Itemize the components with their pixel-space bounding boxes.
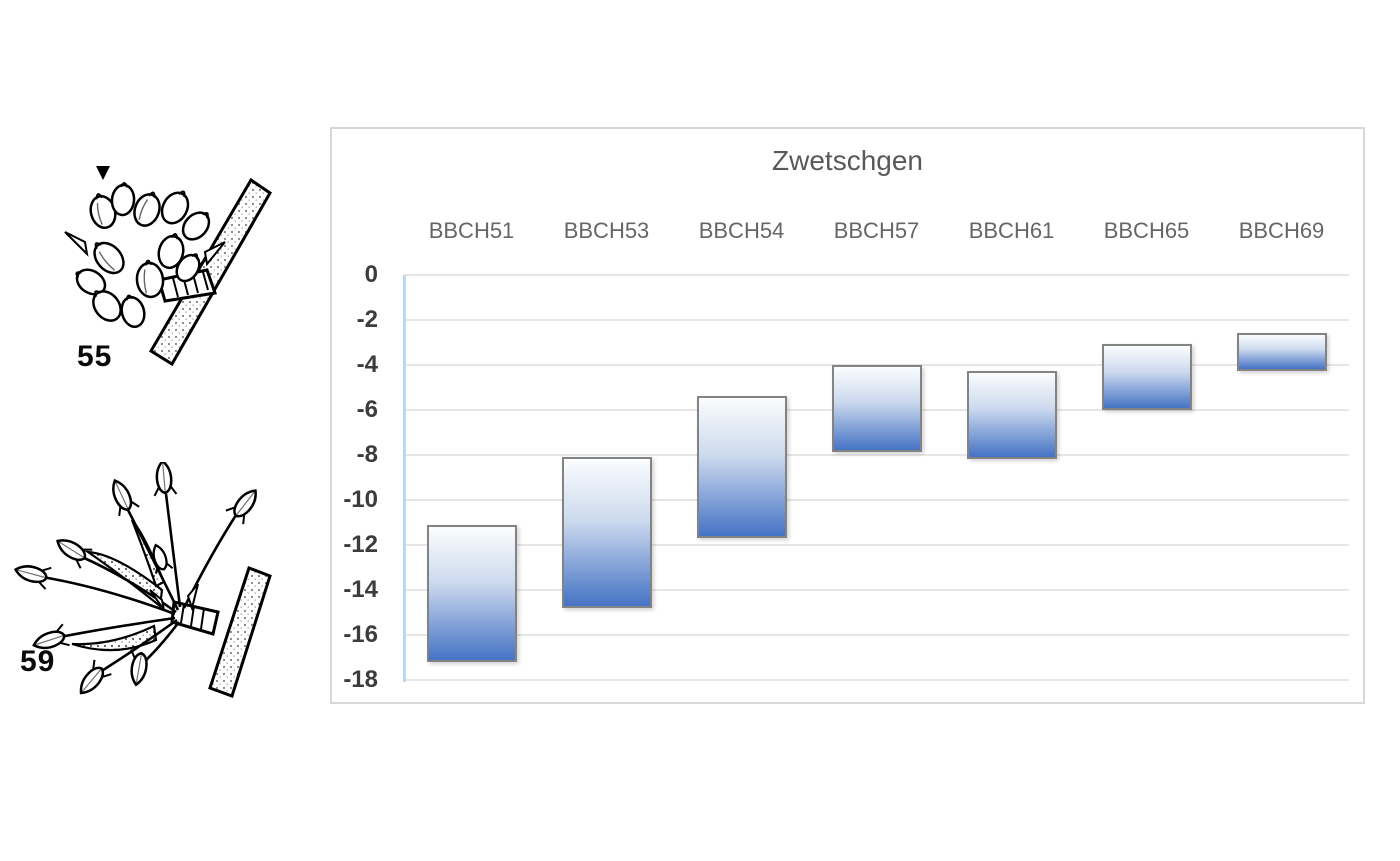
stage-marker-triangle-icon <box>96 166 110 180</box>
bar-BBCH61 <box>966 371 1057 460</box>
y-axis-tick-label: -10 <box>343 485 378 513</box>
gridline--16 <box>404 633 1349 636</box>
category-label-BBCH53: BBCH53 <box>563 218 650 243</box>
gridline--12 <box>404 543 1349 546</box>
bbch-stage-59-illustration: 59 <box>12 459 308 710</box>
bud-cluster-graphic <box>13 459 257 695</box>
gridline--2 <box>404 318 1349 321</box>
bud-cluster-59-drawing <box>13 459 272 698</box>
y-axis-tick-label: 0 <box>364 260 378 288</box>
bar-BBCH51 <box>426 524 517 662</box>
zwetschgen-chart: Zwetschgen 0 -2 -4 -6 -8 -10 -12 -14 -16 -18 BBCH5… <box>330 127 1365 704</box>
y-axis-tick-label: -2 <box>356 305 378 333</box>
y-axis-tick-label: -14 <box>343 575 378 603</box>
category-label-BBCH51: BBCH51 <box>428 218 515 243</box>
gridline-0 <box>404 273 1349 276</box>
bud-stalk-graphic <box>170 600 220 636</box>
bar-BBCH53 <box>561 456 652 608</box>
gridline--18 <box>404 679 1349 681</box>
y-axis-tick-label: -12 <box>343 530 378 558</box>
bud-cluster-55-drawing <box>64 166 272 367</box>
y-axis-tick-label: -4 <box>356 350 378 378</box>
bar-BBCH69 <box>1236 333 1327 372</box>
category-label-BBCH69: BBCH69 <box>1238 218 1325 243</box>
bbch-stage-55-illustration: 55 <box>55 160 277 378</box>
bud-cluster-graphic <box>64 182 226 329</box>
gridline--10 <box>404 498 1349 501</box>
branch-graphic <box>208 566 272 698</box>
y-axis-line <box>403 274 406 682</box>
category-label-BBCH65: BBCH65 <box>1103 218 1190 243</box>
category-label-BBCH61: BBCH61 <box>968 218 1055 243</box>
gridline--8 <box>404 453 1349 456</box>
y-axis-tick-label: -8 <box>356 440 378 468</box>
category-label-BBCH54: BBCH54 <box>698 218 785 243</box>
bar-BBCH57 <box>831 364 922 453</box>
stage-59-label: 59 <box>20 645 56 678</box>
stage-55-label: 55 <box>77 340 113 373</box>
flower-stalks-graphic <box>41 493 240 674</box>
y-axis-tick-label: -16 <box>343 620 378 648</box>
gridline--14 <box>404 588 1349 591</box>
bar-BBCH65 <box>1101 344 1192 410</box>
y-axis-tick-label: -18 <box>343 666 378 693</box>
bar-BBCH54 <box>696 396 787 539</box>
y-axis-tick-label: -6 <box>356 395 378 423</box>
category-label-BBCH57: BBCH57 <box>833 218 920 243</box>
chart-title: Zwetschgen <box>772 145 923 176</box>
